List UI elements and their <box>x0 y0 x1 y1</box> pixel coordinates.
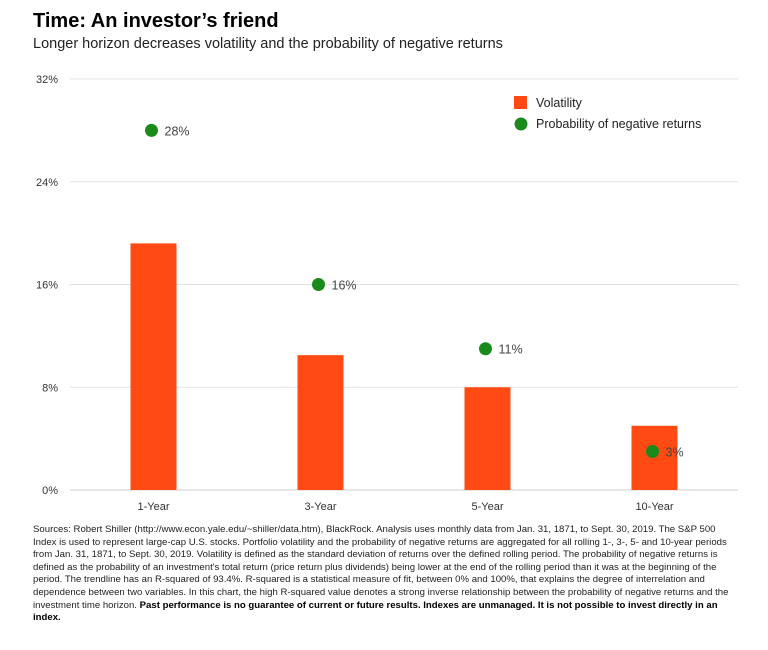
legend-label-volatility: Volatility <box>536 96 583 110</box>
footnote-sources: Sources: Robert Shiller (http://www.econ… <box>33 524 729 611</box>
probability-point <box>479 342 492 356</box>
grid-lines <box>70 78 738 491</box>
probability-points: 28% 16% 11% 3% <box>145 123 684 459</box>
chart: 0% 8% 16% 24% 32% 28% 16% 11% 3% 1-Year 3-Year 5-… <box>36 74 738 513</box>
volatility-bars <box>130 243 678 490</box>
probability-data-label: 28% <box>165 124 190 138</box>
probability-point <box>646 444 659 458</box>
probability-data-label: 16% <box>332 279 357 293</box>
chart-title: Time: An investor’s friend <box>33 10 279 32</box>
footnote: Sources: Robert Shiller (http://www.econ… <box>33 524 733 625</box>
legend-label-probability: Probability of negative returns <box>536 117 701 131</box>
y-axis-ticks: 0% 8% 16% 24% 32% <box>36 74 58 497</box>
volatility-bar <box>130 243 177 490</box>
volatility-bar <box>631 425 678 490</box>
y-tick-label: 24% <box>36 177 58 189</box>
x-category-label: 1-Year <box>137 501 169 513</box>
probability-data-label: 3% <box>666 445 684 459</box>
legend-swatch-probability <box>514 117 528 131</box>
footnote-disclaimer: Past performance is no guarantee of curr… <box>33 599 718 624</box>
x-category-label: 10-Year <box>635 501 673 513</box>
legend: Volatility Probability of negative return… <box>514 96 701 131</box>
chart-subtitle: Longer horizon decreases volatility and … <box>33 36 503 52</box>
probability-data-label: 11% <box>499 343 523 357</box>
y-tick-label: 8% <box>42 382 58 394</box>
probability-point <box>145 123 158 137</box>
volatility-bar <box>297 355 344 490</box>
volatility-bar <box>464 387 511 490</box>
legend-swatch-volatility <box>514 96 527 109</box>
x-axis-categories: 1-Year 3-Year 5-Year 10-Year <box>137 501 673 513</box>
probability-point <box>312 278 325 291</box>
x-category-label: 3-Year <box>304 501 336 513</box>
x-category-label: 5-Year <box>471 501 503 513</box>
y-tick-label: 32% <box>36 74 58 86</box>
y-tick-label: 16% <box>36 280 58 292</box>
y-tick-label: 0% <box>42 485 58 497</box>
